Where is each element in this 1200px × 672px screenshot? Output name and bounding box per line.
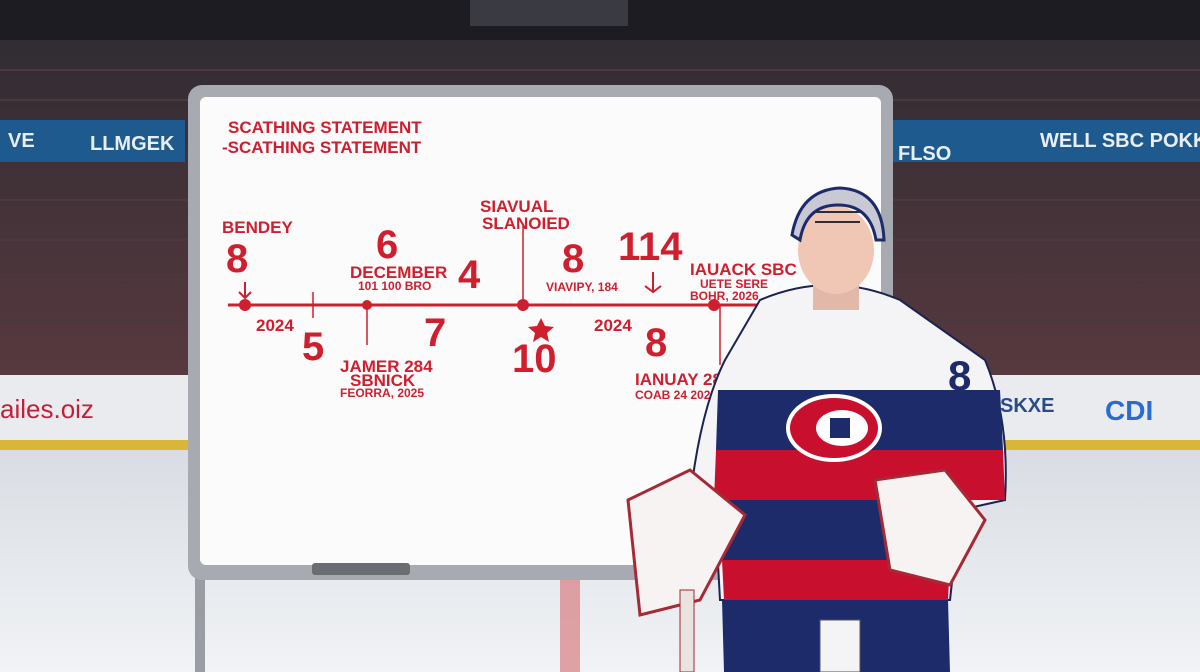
timeline-label: 5 [302,325,324,369]
timeline-label: 4 [458,253,481,297]
sign-text: LLMGEK [90,133,175,155]
player: 8 [626,186,1007,672]
timeline-dots [239,299,720,342]
timeline-label: 8 [226,237,248,281]
timeline-label: DECEMBER [350,263,447,282]
timeline-label: 7 [424,311,446,355]
timeline-label: 8 [562,237,584,281]
timeline-label: 2024 [594,316,632,335]
red-line [560,580,580,672]
timeline-label: JAMER 284 [340,357,433,376]
sign-text: SKXE [1000,395,1054,417]
sign-text: FLSO [898,143,951,165]
timeline-label: 101 100 BRO [358,279,431,293]
ribbon-board-right [893,120,1200,162]
timeline-label: BENDEY [222,218,294,237]
timeline-label: SBNICK [350,371,416,390]
sign-text: VE [8,130,35,152]
timeline-label: 2024 [256,316,294,335]
timeline-label: SIAVUAL [480,197,553,216]
timeline-label: IAUACK SBC [690,260,797,279]
marker-tray [312,563,410,575]
timeline-label: VIAVIPY, 184 [546,280,618,294]
jersey-number: 8 [948,352,971,399]
heading: -SCATHING STATEMENT [222,138,422,157]
timeline [228,225,790,365]
ribbon-board-left [0,120,185,162]
timeline-label: 6 [376,223,398,267]
timeline-label: 114 [618,225,683,269]
scoreboard [470,0,628,26]
timeline-label: COAB 24 2026 [635,388,717,402]
timeline-label: FEORRA, 2025 [340,386,424,400]
board-leg [195,570,205,672]
sign-text: ailes.oiz [0,394,94,424]
sign-text: CDI [1105,395,1153,426]
heading: SCATHING STATEMENT [228,118,422,137]
timeline-label: 8 [645,321,667,365]
timeline-label: IANUAY 288 [635,370,731,389]
timeline-label: SLANOIED [482,214,570,233]
sign-text: WELL SBC POKKED [1040,130,1200,152]
timeline-label: UETE SERE [700,277,768,291]
timeline-label: 10 [512,337,557,381]
timeline-label: BOHR, 2026 [690,289,759,303]
